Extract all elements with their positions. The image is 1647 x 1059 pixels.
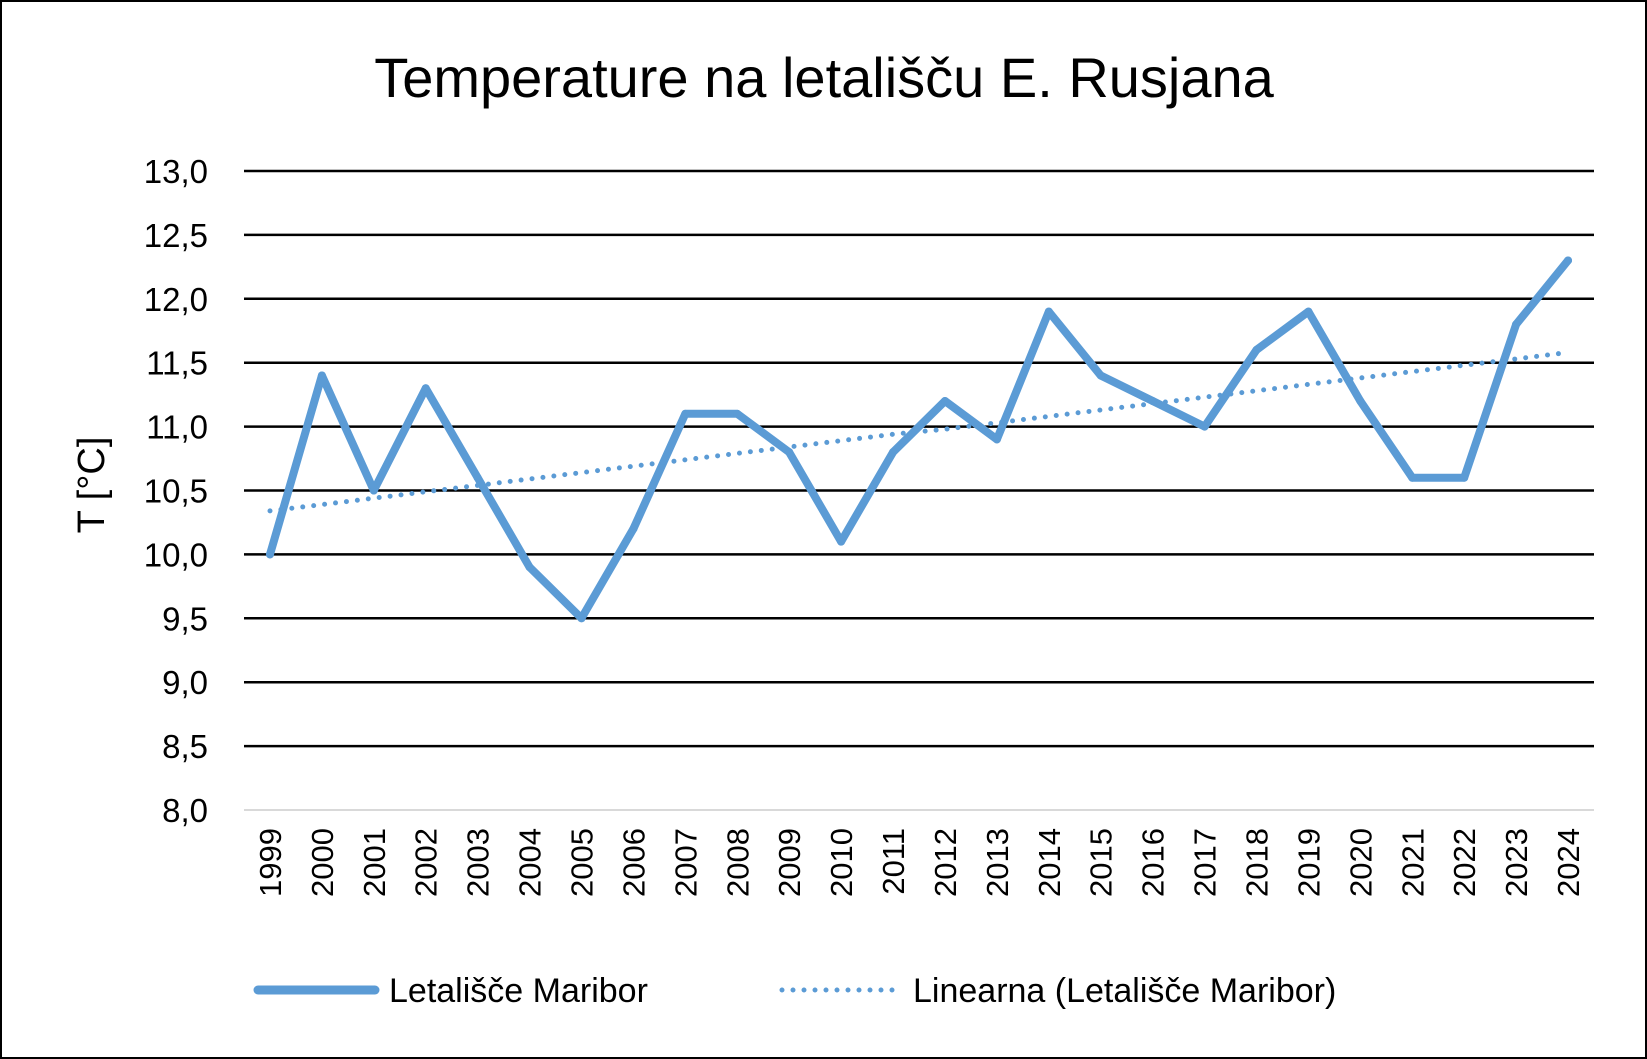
x-tick-label: 2016	[1136, 828, 1171, 897]
y-tick-label: 12,5	[144, 217, 208, 254]
temperature-series-line	[266, 256, 1572, 623]
gridlines	[244, 169, 1594, 811]
x-tick-label: 2001	[357, 828, 392, 897]
data-point	[1044, 307, 1053, 316]
x-tick-label: 2014	[1032, 828, 1067, 897]
y-tick-label: 9,0	[162, 664, 208, 701]
data-point	[733, 409, 742, 418]
data-point	[473, 473, 482, 482]
x-tick-label: 2002	[409, 828, 444, 897]
series-lines	[265, 256, 1573, 623]
y-tick-label: 11,0	[146, 409, 208, 446]
x-tick-label: 1999	[253, 828, 288, 897]
data-point	[785, 448, 794, 457]
data-point	[681, 409, 690, 418]
x-tick-label: 2020	[1343, 828, 1378, 897]
data-point	[1304, 307, 1313, 316]
x-axis-ticks: 1999 2000 2001 2002 2003 2004 2005 2006 2007 2008…	[253, 828, 1586, 897]
x-tick-label: 2024	[1551, 828, 1586, 897]
legend-label-series-2: Linearna (Letališče Maribor)	[913, 972, 1336, 1010]
y-tick-label: 8,0	[162, 792, 208, 829]
y-tick-label: 10,5	[144, 473, 208, 510]
data-point	[369, 486, 378, 495]
data-point	[992, 435, 1001, 444]
data-point	[1356, 397, 1365, 406]
data-point	[265, 550, 274, 559]
data-point	[1408, 473, 1417, 482]
x-tick-label: 2018	[1240, 828, 1275, 897]
y-tick-label: 8,5	[162, 728, 208, 765]
y-tick-label: 13,0	[144, 153, 208, 190]
x-tick-label: 2012	[928, 828, 963, 897]
x-tick-label: 2010	[824, 828, 859, 897]
x-tick-label: 2023	[1499, 828, 1534, 897]
data-point	[525, 563, 534, 572]
data-point	[940, 397, 949, 406]
data-point	[629, 524, 638, 533]
x-tick-label: 2017	[1188, 828, 1223, 897]
data-point	[1460, 473, 1469, 482]
x-tick-label: 2007	[668, 828, 703, 897]
data-point	[1096, 371, 1105, 380]
data-point	[1512, 320, 1521, 329]
x-tick-label: 2003	[461, 828, 496, 897]
data-point	[577, 614, 586, 623]
y-axis-ticks: 8,0 8,5 9,0 9,5 10,0 10,5 11,0 11,5 12,0 12,5 13,0	[144, 153, 208, 829]
y-tick-label: 10,0	[144, 536, 208, 573]
x-tick-label: 2019	[1291, 828, 1326, 897]
x-tick-label: 2008	[720, 828, 755, 897]
x-tick-label: 2021	[1395, 828, 1430, 897]
trendline-series	[267, 350, 1571, 514]
data-point	[421, 384, 430, 393]
legend-label-series-1: Letališče Maribor	[389, 972, 648, 1010]
x-tick-label: 2015	[1084, 828, 1119, 897]
x-tick-label: 2009	[772, 828, 807, 897]
y-tick-label: 12,0	[144, 281, 208, 318]
x-tick-label: 2013	[980, 828, 1015, 897]
x-tick-label: 2004	[513, 828, 548, 897]
data-point	[1252, 345, 1261, 354]
data-point	[837, 537, 846, 546]
data-point	[317, 371, 326, 380]
x-tick-label: 2006	[616, 828, 651, 897]
x-tick-label: 2005	[565, 828, 600, 897]
data-point	[1200, 422, 1209, 431]
chart-title: Temperature na letališču E. Rusjana	[374, 46, 1274, 109]
x-tick-label: 2022	[1447, 828, 1482, 897]
y-tick-label: 9,5	[162, 600, 208, 637]
x-tick-label: 2000	[305, 828, 340, 897]
y-tick-label: 11,5	[146, 345, 208, 382]
data-point	[889, 448, 898, 457]
y-axis-label: T [°C]	[71, 437, 113, 534]
legend: Letališče Maribor Linearna (Letališče Ma…	[253, 972, 1336, 1010]
data-point	[1564, 256, 1573, 265]
x-tick-label: 2011	[876, 828, 911, 895]
